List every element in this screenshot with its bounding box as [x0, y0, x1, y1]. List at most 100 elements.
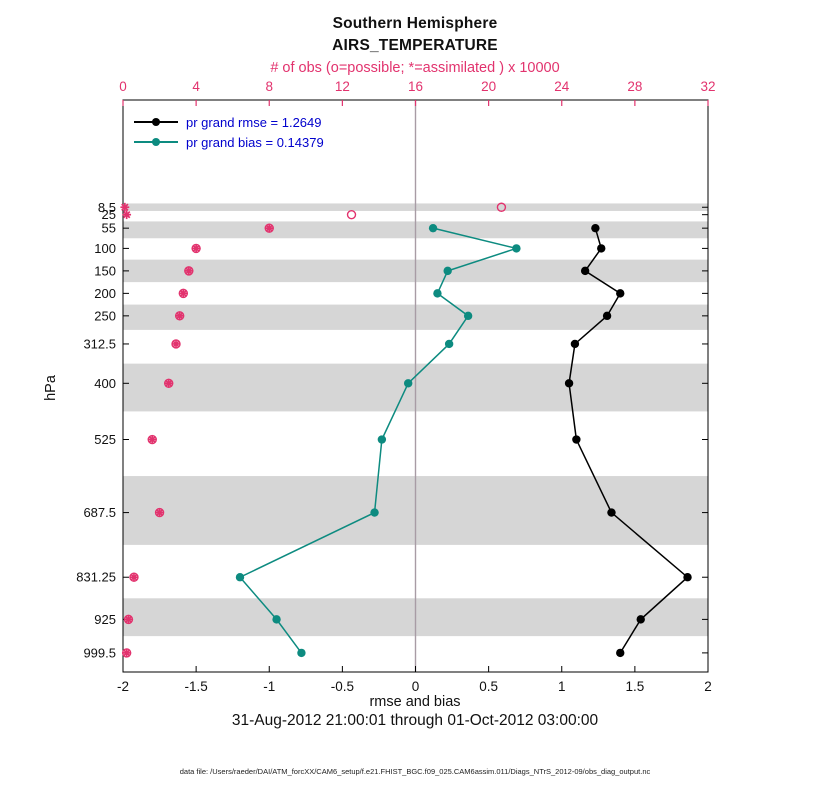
pr-grand-bias-point — [444, 339, 454, 349]
y-tick-label: 831.25 — [76, 570, 116, 585]
pr-grand-bias-line — [238, 227, 520, 654]
obs-possible-circle-marker — [191, 243, 201, 254]
legend: pr grand rmse = 1.2649 pr grand bias = 0… — [134, 112, 324, 152]
pr-grand-bias-point — [443, 266, 452, 276]
pr-grand-rmse-point — [564, 379, 574, 388]
x-tick-label: -2 — [117, 679, 129, 694]
pr-grand-rmse-point — [602, 311, 612, 321]
legend-item-bias: pr grand bias = 0.14379 — [134, 132, 324, 152]
y-axis-label: hPa — [42, 375, 59, 401]
pr-grand-bias-point — [235, 573, 245, 582]
title-hemisphere: Southern Hemisphere — [332, 15, 498, 32]
obs-assimilated-asterisk-marker — [122, 210, 131, 219]
obs-possible-circle-marker — [129, 572, 139, 582]
pr-grand-bias-point — [433, 289, 442, 298]
x-tick-label: 0 — [412, 679, 420, 694]
top-tick-label: 16 — [408, 79, 423, 94]
pr-grand-rmse-point — [616, 648, 625, 658]
top-tick-label: 12 — [335, 79, 350, 94]
obs-possible-circle-marker — [264, 223, 274, 233]
x-tick-label: 1 — [558, 679, 566, 694]
top-tick-label: 20 — [481, 79, 496, 94]
y-tick-label: 525 — [94, 432, 116, 447]
x-tick-label: -1 — [263, 679, 275, 694]
obs-possible-circle-marker — [147, 434, 157, 445]
title-variable: AIRS_TEMPERATURE — [332, 37, 498, 54]
legend-item-rmse: pr grand rmse = 1.2649 — [134, 112, 324, 132]
obs-assimilated-asterisk-marker — [175, 312, 184, 320]
y-tick-label: 312.5 — [83, 336, 116, 351]
y-tick-label: 400 — [94, 376, 116, 391]
pr-grand-rmse-point — [591, 223, 600, 233]
top-tick-label: 32 — [700, 79, 715, 94]
x-tick-label: -1.5 — [184, 679, 207, 694]
x-tick-label: 0.5 — [479, 679, 498, 694]
rmse-line-sample-icon — [134, 117, 178, 127]
legend-label-rmse: pr grand rmse = 1.2649 — [186, 114, 322, 130]
obs-assimilated-asterisk-marker — [121, 203, 129, 211]
obs-possible-circle-marker — [164, 378, 174, 389]
top-tick-label: 24 — [554, 79, 570, 94]
pr-grand-rmse-point — [570, 339, 580, 349]
obs-possible-circle-marker — [123, 614, 134, 625]
y-tick-label: 100 — [94, 241, 116, 256]
y-tick-label: 925 — [94, 612, 116, 627]
pr-grand-rmse-line — [568, 227, 689, 654]
obs-assimilated-asterisk-marker — [172, 340, 180, 348]
y-tick-label: 150 — [94, 263, 116, 278]
pr-grand-bias-point — [297, 648, 306, 658]
obs-assimilated-asterisk-marker — [122, 649, 131, 657]
y-tick-label: 25 — [102, 207, 116, 222]
y-tick-label: 200 — [94, 286, 116, 301]
top-tick-label: 4 — [192, 79, 200, 94]
x-tick-label: -0.5 — [331, 679, 354, 694]
plot-titles: Southern Hemisphere AIRS_TEMPERATURE — [0, 13, 830, 57]
y-tick-label: 55 — [102, 221, 116, 236]
x-tick-label: 2 — [704, 679, 712, 694]
obs-assimilated-asterisk-marker — [185, 267, 193, 275]
obs-assimilated-asterisk-marker — [164, 379, 173, 388]
obs-assimilated-asterisk-marker — [130, 573, 138, 581]
obs-possible-circle-marker — [496, 202, 507, 212]
data-file-path: data file: /Users/raeder/DAI/ATM_forcXX/… — [179, 767, 651, 776]
x-axis-label: rmse and bias — [369, 694, 461, 710]
pr-grand-rmse-point — [572, 435, 581, 444]
obs-assimilated-asterisk-marker — [265, 224, 273, 232]
obs-possible-circle-marker — [346, 209, 357, 220]
obs-assimilated-asterisk-marker — [192, 244, 200, 253]
top-tick-label: 8 — [265, 79, 273, 94]
x-tick-label: 1.5 — [625, 679, 644, 694]
pr-grand-rmse-point — [636, 615, 645, 624]
obs-assimilated-asterisk-marker — [155, 508, 164, 517]
top-axis-label: # of obs (o=possible; *=assimilated ) x … — [270, 60, 560, 76]
pr-grand-bias-point — [370, 508, 379, 517]
pr-grand-rmse-point — [597, 244, 606, 253]
obs-assimilated-asterisk-marker — [148, 435, 156, 444]
pr-grand-bias-point — [403, 379, 413, 388]
pr-grand-bias-point — [377, 435, 387, 444]
obs-assimilated-asterisk-marker — [124, 615, 133, 624]
top-tick-label: 0 — [119, 79, 127, 94]
obs-possible-circle-marker — [121, 648, 132, 658]
obs-possible-circle-marker — [184, 266, 194, 276]
bias-line-sample-icon — [134, 137, 178, 147]
pr-grand-bias-point — [272, 615, 281, 624]
top-tick-label: 28 — [627, 79, 642, 94]
pr-grand-bias-point — [428, 223, 438, 233]
y-tick-label: 8.5 — [98, 200, 116, 215]
obs-assimilated-asterisk-marker — [179, 289, 188, 298]
obs-possible-circle-marker — [178, 288, 189, 299]
obs-possible-circle-marker — [171, 339, 181, 349]
pr-grand-rmse-point — [607, 508, 616, 517]
y-tick-label: 687.5 — [83, 505, 116, 520]
legend-label-bias: pr grand bias = 0.14379 — [186, 134, 324, 150]
obs-possible-circle-marker — [174, 311, 185, 321]
obs-possible-circle-marker — [154, 507, 165, 518]
pr-grand-bias-point — [512, 244, 521, 253]
y-tick-label: 999.5 — [83, 645, 116, 660]
date-range: 31-Aug-2012 21:00:01 through 01-Oct-2012… — [231, 712, 599, 729]
pr-grand-rmse-point — [616, 289, 625, 298]
pr-grand-rmse-point — [683, 573, 692, 582]
